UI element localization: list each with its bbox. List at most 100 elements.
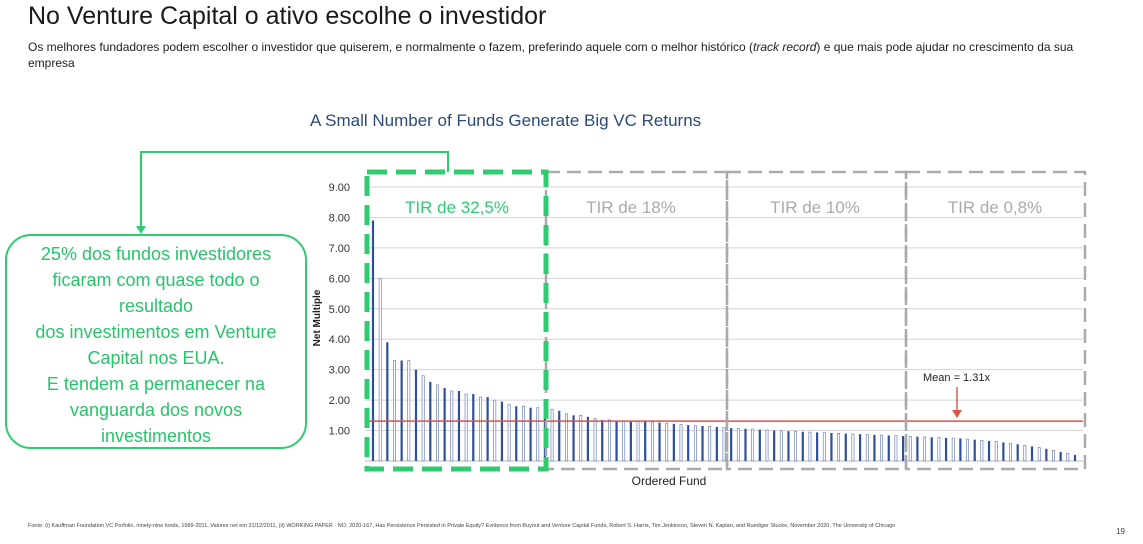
bar [959, 438, 962, 461]
y-axis-label: Net Multiple [312, 289, 323, 346]
callout-line: ficaram com quase todo o [52, 270, 260, 290]
connector-arrow-head [136, 226, 146, 234]
bar [507, 404, 511, 462]
x-axis-label: Ordered Fund [632, 474, 707, 488]
bar [593, 418, 597, 462]
chart-title: A Small Number of Funds Generate Big VC … [310, 111, 702, 130]
bar [493, 399, 497, 462]
bar [572, 415, 575, 461]
bar [930, 437, 933, 461]
bar [744, 428, 747, 461]
bar [650, 421, 654, 462]
bar [529, 407, 532, 461]
bar [901, 436, 905, 461]
y-tick-label: 6.00 [329, 273, 350, 285]
bar [708, 425, 712, 462]
bar [851, 433, 855, 462]
mean-arrow-head [952, 410, 962, 418]
bar [894, 435, 898, 462]
bar [672, 423, 675, 461]
bar [607, 419, 611, 462]
callout-box: 25% dos fundos investidores ficaram com … [5, 234, 307, 449]
bar [873, 434, 876, 461]
bar [1045, 448, 1048, 461]
bar [751, 428, 755, 462]
bar [859, 434, 862, 461]
bar [629, 421, 632, 461]
bar [472, 394, 475, 461]
bar [500, 401, 504, 461]
bar [687, 425, 690, 461]
bar [586, 416, 589, 461]
bar [579, 415, 583, 462]
bar [464, 393, 468, 462]
y-tick-label: 7.00 [329, 243, 350, 255]
callout-line: resultado [118, 296, 194, 316]
bar [693, 425, 697, 462]
page-number: 19 [1116, 527, 1125, 536]
bar [944, 437, 948, 461]
bar [787, 431, 790, 461]
bar [522, 405, 525, 462]
bar [1052, 450, 1055, 462]
bar [794, 431, 798, 462]
bar [615, 420, 618, 461]
y-tick-label: 4.00 [329, 334, 350, 346]
quartile-label: TIR de 18% [586, 198, 676, 217]
bar [865, 434, 869, 462]
bar [436, 384, 439, 462]
bar [923, 436, 926, 462]
bar [1023, 444, 1027, 462]
bar [1066, 453, 1070, 462]
bar [1002, 442, 1005, 461]
bar [1009, 443, 1012, 462]
bar [722, 427, 726, 462]
subtitle-part-2: ) e que mais pode ajudar no crescimento … [28, 40, 1074, 70]
subtitle-part-1: Os melhores fundadores podem escolher o … [28, 40, 754, 54]
bar [479, 396, 482, 462]
y-tick-label: 2.00 [329, 395, 350, 407]
bar [951, 437, 955, 462]
callout-line: E tendem a permanecer na [46, 374, 266, 394]
bar [701, 425, 704, 461]
bar [550, 408, 554, 462]
mean-label: Mean = 1.31x [923, 372, 990, 384]
slide-subtitle: Os melhores fundadores podem escolher o … [28, 39, 1108, 71]
callout-line: investimentos [100, 426, 212, 446]
bar [450, 390, 454, 462]
bar [980, 439, 984, 462]
y-tick-label: 1.00 [329, 426, 350, 438]
bar [371, 220, 375, 461]
bar [880, 434, 883, 462]
bar [665, 422, 669, 462]
callout-line: vanguarda dos novos [69, 400, 243, 420]
bar [973, 439, 976, 461]
bar [966, 438, 969, 462]
slide-title: No Venture Capital o ativo escolhe o inv… [28, 2, 547, 30]
quartile-box [904, 170, 1087, 471]
y-tick-label: 9.00 [329, 182, 350, 194]
bar [801, 431, 804, 461]
bar [808, 431, 812, 462]
bar [536, 407, 540, 462]
quartile-box-highlight [364, 169, 549, 472]
bar [1059, 451, 1062, 461]
quartile-label: TIR de 10% [770, 198, 860, 217]
bar [393, 360, 396, 462]
bar [830, 432, 833, 461]
bar [622, 420, 626, 462]
bar [400, 360, 403, 461]
quartile-label: TIR de 0,8% [948, 198, 1043, 217]
bar [987, 440, 991, 461]
callout-line: Capital nos EUA. [87, 348, 225, 368]
bar [414, 369, 418, 461]
bar [758, 429, 761, 461]
bar [816, 432, 819, 461]
bar [837, 432, 841, 462]
callout-line: 25% dos fundos investidores [40, 244, 272, 264]
y-tick-label: 8.00 [329, 212, 350, 224]
bar [736, 428, 740, 462]
bar [565, 413, 568, 462]
bar [765, 429, 769, 462]
